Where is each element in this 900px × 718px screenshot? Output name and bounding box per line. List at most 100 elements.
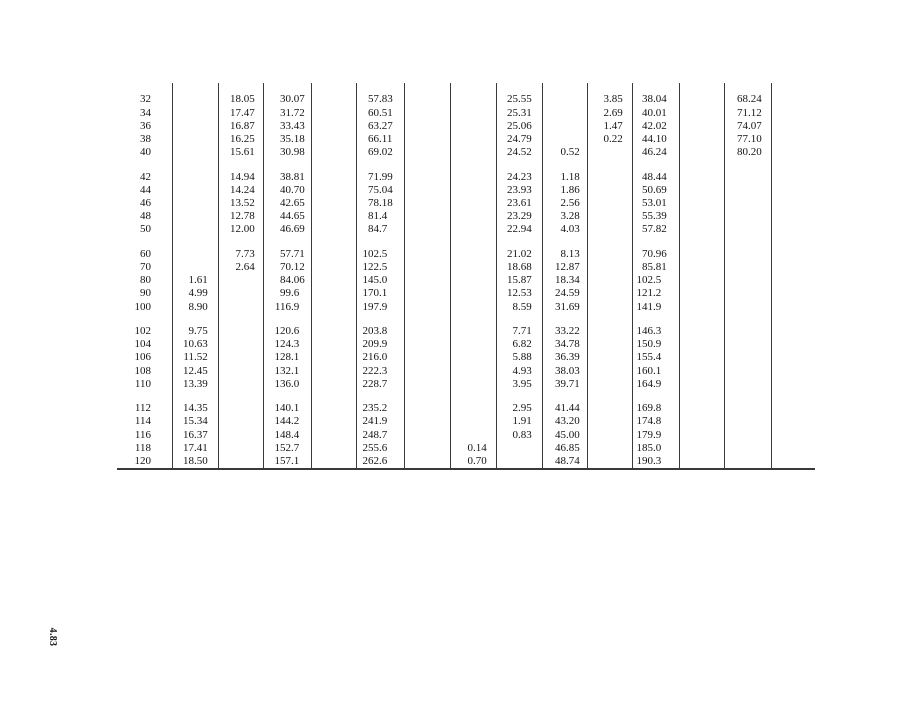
cell-fraction-part: .47 — [241, 106, 255, 119]
row-label-cell: 90 — [110, 287, 165, 300]
cell-integer-part: 2 — [560, 197, 567, 209]
table-cell — [312, 120, 352, 133]
cell-integer-part: 12 — [230, 210, 241, 223]
table-cell: 44.65 — [266, 210, 305, 223]
table-cell: 8.59 — [499, 301, 532, 314]
table-cell: 50.69 — [635, 184, 667, 197]
cell-integer-part: 8 — [512, 300, 519, 313]
cell-integer-part: 0 — [512, 428, 519, 441]
cell-fraction-part: .6 — [291, 325, 300, 337]
cell-integer-part: 18 — [230, 93, 241, 106]
table-cell: 24.59 — [545, 287, 580, 300]
cell-integer-part: 102 — [362, 247, 380, 260]
cell-integer-part: 57 — [368, 93, 379, 106]
table-cell — [590, 365, 623, 378]
cell-fraction-part: .02 — [653, 119, 667, 132]
cell-fraction-part: .1 — [291, 402, 300, 415]
cell-fraction-part: .99 — [194, 287, 208, 300]
cell-integer-part: 38 — [555, 364, 566, 377]
cell-integer-part: 116 — [274, 300, 291, 313]
cell-integer-part: 17 — [230, 106, 241, 119]
cell-integer-part: 241 — [362, 415, 380, 428]
table-cell: 150.9 — [635, 338, 667, 351]
table-cell: 57.71 — [266, 248, 305, 261]
table-cell — [727, 378, 762, 391]
cell-fraction-part: .71 — [566, 377, 580, 390]
cell-integer-part: 80 — [140, 274, 151, 287]
cell-integer-part: 60 — [140, 247, 151, 260]
cell-integer-part: 2 — [512, 402, 519, 415]
table-cell: 18.50 — [176, 455, 208, 468]
cell-fraction-part: .39 — [653, 210, 667, 223]
table-cell — [453, 402, 487, 415]
table-cell: 248.7 — [359, 429, 393, 442]
table-cell — [406, 133, 446, 146]
table-cell — [680, 107, 720, 120]
table-cell: 16.25 — [221, 133, 255, 146]
table-cell: 36.39 — [545, 351, 580, 364]
cell-fraction-part: .4 — [291, 428, 300, 441]
table-cell: 41.44 — [545, 402, 580, 415]
cell-fraction-part: .22 — [566, 325, 580, 337]
table-cell: 68.24 — [727, 93, 762, 106]
cell-integer-part: 74 — [737, 119, 748, 132]
table-cell: 22.94 — [499, 223, 532, 236]
cell-fraction-part: .14 — [473, 441, 487, 454]
cell-fraction-part: .93 — [518, 364, 532, 377]
cell-fraction-part: .9 — [653, 338, 662, 351]
table-cell — [499, 455, 532, 468]
cell-integer-part: 46 — [555, 441, 566, 454]
cell-fraction-part: .87 — [566, 261, 580, 273]
row-label-cell: 70 — [110, 261, 165, 274]
table-cell — [453, 248, 487, 261]
cell-fraction-part: .02 — [379, 146, 393, 159]
cell-integer-part: 262 — [362, 455, 380, 467]
cell-fraction-part: .4 — [653, 351, 662, 364]
cell-fraction-part: .4 — [379, 210, 388, 223]
table-row: 34 17.47 31.72 60.51 25.31 2.69 40.01 71.12 — [0, 107, 900, 120]
cell-integer-part: 102 — [636, 274, 654, 287]
column-divider — [496, 83, 497, 469]
table-cell: 136.0 — [266, 378, 305, 391]
table-cell: 8.13 — [545, 248, 580, 261]
table-cell — [221, 429, 255, 442]
table-cell — [590, 301, 623, 314]
cell-fraction-part: .73 — [241, 247, 255, 260]
table-cell — [176, 171, 208, 184]
table-cell — [176, 107, 208, 120]
cell-fraction-part: .9 — [653, 300, 662, 313]
table-cell: 190.3 — [635, 455, 667, 468]
cell-fraction-part: .00 — [241, 223, 255, 236]
table-cell — [453, 378, 487, 391]
cell-integer-part: 31 — [280, 106, 291, 119]
table-cell: 170.1 — [359, 287, 393, 300]
table-cell — [453, 210, 487, 223]
cell-fraction-part: .74 — [566, 455, 580, 467]
cell-fraction-part: .81 — [653, 261, 667, 273]
cell-fraction-part: .65 — [291, 197, 305, 209]
table-cell — [590, 184, 623, 197]
cell-integer-part: 4 — [512, 364, 519, 377]
table-cell — [727, 402, 762, 415]
table-cell: 57.83 — [359, 93, 393, 106]
cell-integer-part: 23 — [507, 210, 518, 223]
table-cell — [545, 93, 580, 106]
table-cell — [680, 146, 720, 159]
cell-integer-part: 34 — [140, 106, 151, 119]
cell-integer-part: 24 — [507, 146, 518, 159]
cell-integer-part: 24 — [507, 133, 518, 145]
table-cell: 121.2 — [635, 287, 667, 300]
cell-integer-part: 48 — [555, 455, 566, 467]
table-cell — [453, 274, 487, 287]
cell-fraction-part: .04 — [653, 93, 667, 106]
table-cell — [176, 261, 208, 274]
row-label-cell: 40 — [110, 146, 165, 159]
table-cell — [590, 442, 623, 455]
cell-fraction-part: .3 — [291, 338, 300, 351]
cell-fraction-part: .64 — [241, 261, 255, 273]
cell-integer-part: 1 — [560, 170, 567, 183]
cell-fraction-part: .24 — [653, 146, 667, 159]
table-cell: 8.90 — [176, 301, 208, 314]
table-cell: 23.61 — [499, 197, 532, 210]
table-cell: 235.2 — [359, 402, 393, 415]
